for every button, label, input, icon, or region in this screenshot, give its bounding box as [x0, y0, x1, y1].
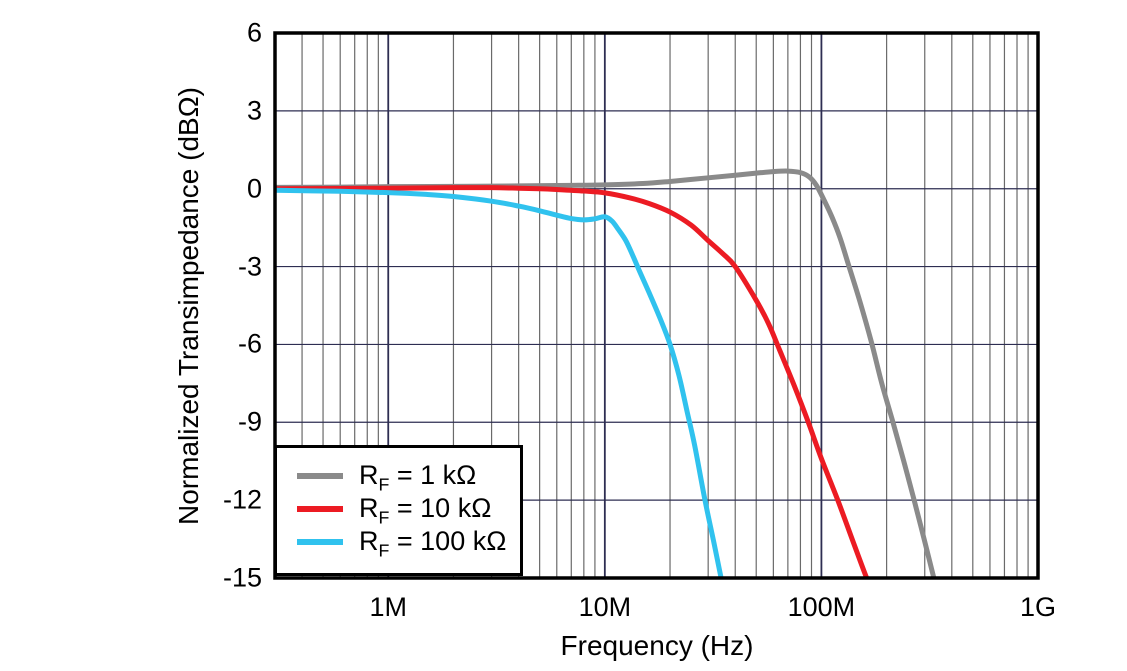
y-tick-label: 3: [246, 95, 262, 126]
y-tick-label: 0: [246, 173, 262, 204]
curve-rf-1k: [275, 168, 937, 578]
legend-label: RF = 10 kΩ: [359, 493, 492, 528]
x-tick-label: 100M: [787, 592, 856, 622]
y-tick-label: -3: [237, 251, 262, 282]
plot-frame: [273, 31, 1040, 580]
x-tick-label: 10M: [578, 592, 632, 622]
y-tick-label: -12: [222, 484, 262, 515]
legend-swatch: [297, 538, 343, 545]
x-tick-label: 1G: [1019, 592, 1057, 622]
legend-item: RF = 1 kΩ: [297, 459, 520, 495]
y-tick-label: -6: [237, 328, 262, 359]
legend-item: RF = 10 kΩ: [297, 492, 520, 528]
y-tick-label: 6: [246, 17, 262, 48]
curve-rf-100k: [275, 187, 724, 578]
legend-item: RF = 100 kΩ: [297, 525, 520, 561]
legend: RF = 1 kΩ RF = 10 kΩ RF = 100 kΩ: [274, 445, 523, 576]
legend-swatch: [297, 472, 343, 479]
y-tick-label: -15: [222, 562, 262, 593]
curves-group: [275, 168, 937, 578]
y-tick-label: -9: [237, 406, 262, 437]
legend-swatch: [297, 505, 343, 512]
legend-label: RF = 100 kΩ: [359, 526, 507, 561]
x-tick-label: 1M: [369, 592, 407, 622]
x-axis-title: Frequency (Hz): [560, 630, 754, 661]
y-axis-title: Normalized Transimpedance (dBΩ): [173, 87, 204, 525]
legend-label: RF = 1 kΩ: [359, 460, 477, 495]
curve-rf-10k: [275, 185, 870, 578]
